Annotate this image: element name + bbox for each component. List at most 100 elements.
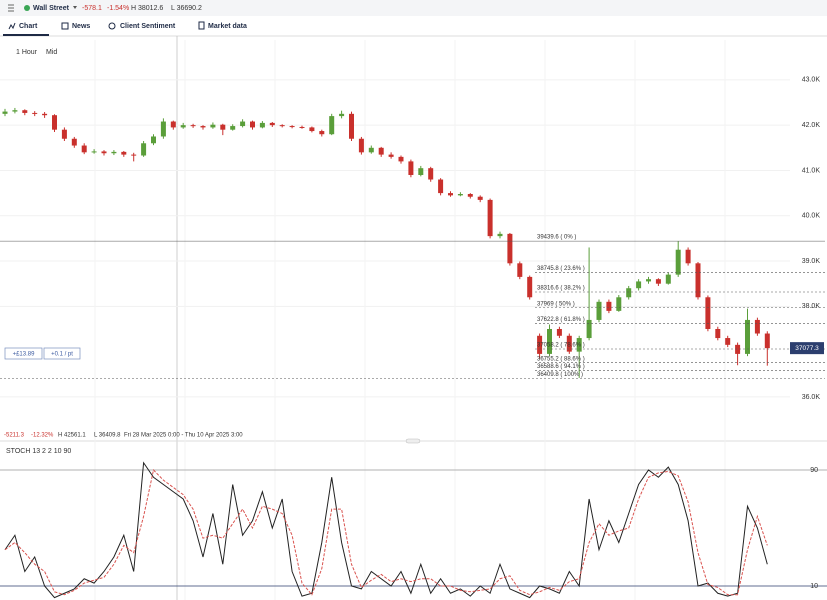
price-tag <box>790 342 824 355</box>
candle-body <box>378 147 384 155</box>
candle-body <box>42 113 48 116</box>
candle-body <box>547 328 552 354</box>
candle-body <box>487 199 493 237</box>
active-tab-indicator <box>3 34 49 36</box>
candle-body <box>685 249 691 264</box>
candle-body <box>81 145 87 153</box>
candle-body <box>12 110 18 112</box>
stoch-line <box>4 468 768 596</box>
candle-body <box>507 233 513 264</box>
stoch-line <box>4 461 768 599</box>
y-tick-label: 43.0K <box>802 77 821 84</box>
fib-label: 37058.2 ( 78.6% ) <box>537 343 585 349</box>
y-tick-label: 40.0K <box>802 213 821 220</box>
interval-selector[interactable]: 1 Hour <box>16 49 38 56</box>
fib-label: 37622.8 ( 61.8% ) <box>537 317 585 323</box>
fib-label: 38316.6 ( 38.2% ) <box>537 286 585 292</box>
candle-body <box>22 110 28 113</box>
dropdown-arrow[interactable] <box>73 6 77 9</box>
tab[interactable]: Client Sentiment <box>120 23 176 30</box>
header-bar <box>0 0 827 16</box>
candle-body <box>655 279 661 284</box>
candle-body <box>576 338 582 352</box>
fib-label: 36755.2 ( 88.6% ) <box>537 356 585 362</box>
candle-body <box>170 121 176 128</box>
candle-body <box>339 113 345 117</box>
position-box <box>43 347 81 360</box>
fib-label: 36588.6 ( 94.1% ) <box>537 364 585 370</box>
candle-body <box>220 124 226 130</box>
candle-body <box>517 263 523 277</box>
fib-label: 36409.8 ( 100% ) <box>537 372 583 378</box>
candle-body <box>180 125 186 128</box>
candle-body <box>764 333 770 349</box>
candle-body <box>596 301 602 320</box>
tab[interactable]: News <box>72 23 90 30</box>
candle-body <box>259 122 265 128</box>
candle-body <box>616 297 622 311</box>
candle-body <box>537 335 543 354</box>
candle-body <box>438 179 444 194</box>
info-text: -5211.3 <box>4 433 25 439</box>
session-high: H 38012.6 <box>131 5 163 12</box>
candle-body <box>646 279 651 282</box>
info-text: -12.32% <box>31 433 54 439</box>
candle-body <box>269 122 275 126</box>
candle-body <box>408 161 414 175</box>
info-text: Fri 28 Mar 2025 0:00 - Thu 10 Apr 2025 3… <box>124 433 243 439</box>
candle-body <box>527 276 533 298</box>
menu-icon[interactable] <box>8 4 14 12</box>
price-tag-label: 37077.3 <box>795 345 819 352</box>
candle-body <box>497 233 503 237</box>
candle-body <box>52 115 57 130</box>
position-value: +£13.89 <box>13 352 36 358</box>
candle-body <box>754 319 760 334</box>
candle-body <box>71 138 77 146</box>
position-box <box>4 347 43 360</box>
candle-body <box>735 344 741 354</box>
candle-body <box>250 121 255 128</box>
y-tick-label: 38.0K <box>802 303 821 310</box>
candle-body <box>556 328 562 336</box>
candle-body <box>725 338 731 345</box>
tab-icons <box>8 21 205 30</box>
candle-body <box>665 274 671 284</box>
y-tick-label: 90 <box>810 467 818 474</box>
candle-body <box>190 125 196 127</box>
candle-body <box>160 121 166 137</box>
candle-body <box>388 154 394 157</box>
position-value: +0.1 / pt <box>51 352 73 358</box>
candle-body <box>745 319 750 354</box>
candle-body <box>705 297 711 329</box>
y-tick-label: 36.0K <box>802 394 821 401</box>
candle-body <box>457 194 463 196</box>
candle-body <box>101 151 107 154</box>
candle-body <box>141 143 147 156</box>
candle-body <box>61 129 67 139</box>
candle-body <box>428 168 434 180</box>
y-tick-label: 39.0K <box>802 258 821 265</box>
y-tick-label: 41.0K <box>802 167 821 174</box>
price-type[interactable]: Mid <box>46 49 57 56</box>
candle-body <box>131 154 137 156</box>
fib-label: 39439.6 ( 0% ) <box>537 235 576 241</box>
fib-label: 38745.8 ( 23.6% ) <box>537 266 585 272</box>
candle-body <box>467 194 473 197</box>
panel-resize-handle[interactable] <box>405 438 421 444</box>
change-pct: -1.54% <box>107 5 129 12</box>
fib-label: 37969 ( 50% ) <box>537 301 575 307</box>
tab[interactable]: Market data <box>208 23 247 30</box>
info-text: H 42561.1 <box>58 433 86 439</box>
candle-body <box>210 124 216 128</box>
candle-body <box>111 151 117 154</box>
candle-body <box>675 249 681 275</box>
candle-body <box>279 125 285 127</box>
candle-body <box>151 136 156 144</box>
change: -578.1 <box>82 5 102 12</box>
tab[interactable]: Chart <box>19 23 38 30</box>
candle-body <box>586 319 592 339</box>
candle-body <box>240 121 246 127</box>
candle-body <box>319 131 325 135</box>
instrument-name[interactable]: Wall Street <box>33 5 70 12</box>
info-text: L 36409.8 <box>94 433 121 439</box>
